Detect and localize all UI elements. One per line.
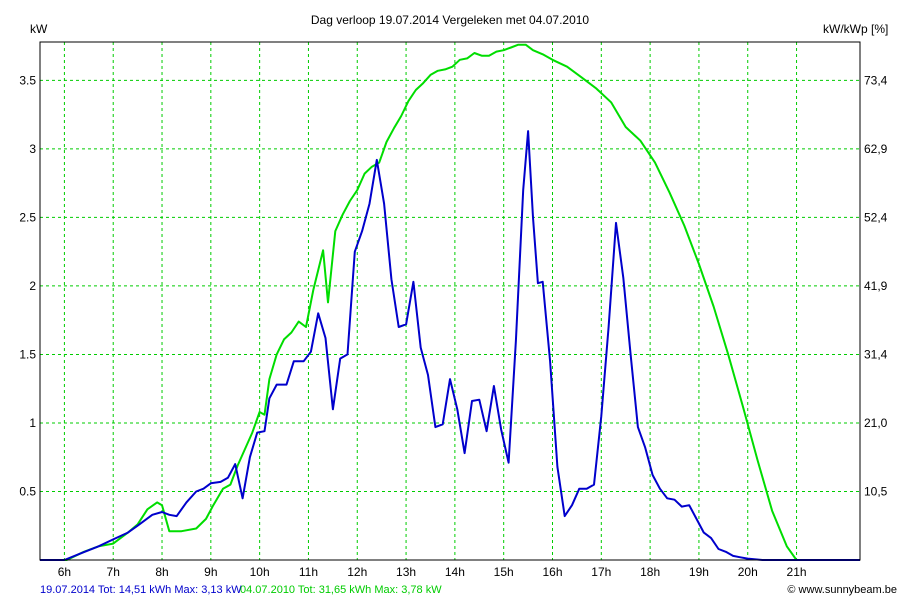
y-tick-label-right: 41,9 <box>864 279 888 293</box>
y-tick-label-left: 0.5 <box>19 484 36 498</box>
series-layer <box>40 43 860 561</box>
y-tick-label-right: 21,0 <box>864 416 888 430</box>
y-tick-label-left: 1.5 <box>19 347 36 361</box>
x-tick-label: 7h <box>107 565 120 579</box>
y-tick-label-right: 31,4 <box>864 347 888 361</box>
x-tick-label: 21h <box>787 565 807 579</box>
series-line-04-07-2010 <box>40 43 860 561</box>
x-tick-label: 17h <box>591 565 611 579</box>
x-tick-label: 18h <box>640 565 660 579</box>
x-tick-label: 10h <box>250 565 270 579</box>
y-tick-label-left: 1 <box>29 416 36 430</box>
y-tick-label-right: 73,4 <box>864 73 888 87</box>
x-tick-label: 19h <box>689 565 709 579</box>
y-tick-label-right: 52,4 <box>864 210 888 224</box>
x-tick-label: 11h <box>299 565 318 579</box>
y-tick-label-left: 3.5 <box>19 73 36 87</box>
plot-background <box>40 42 860 560</box>
footer-legend-series-1: 19.07.2014 Tot: 14,51 kWh Max: 3,13 kW <box>40 584 242 596</box>
x-tick-label: 9h <box>204 565 217 579</box>
y-tick-label-left: 2.5 <box>19 210 36 224</box>
x-tick-label: 6h <box>58 565 71 579</box>
x-tick-label: 12h <box>347 565 367 579</box>
chart-title: Dag verloop 19.07.2014 Vergeleken met 04… <box>311 13 590 27</box>
footer-credit: © www.sunnybeam.be <box>787 584 897 596</box>
grid-lines <box>40 42 860 560</box>
y-tick-label-right: 62,9 <box>864 142 888 156</box>
y-axis-left-label: kW <box>30 22 48 36</box>
y-tick-label-left: 3 <box>29 142 36 156</box>
x-tick-label: 16h <box>542 565 562 579</box>
y-tick-label-right: 10,5 <box>864 484 888 498</box>
x-tick-label: 20h <box>738 565 758 579</box>
axis-tick-labels: 6h 7h 8h 9h 10h 11h 12h 13h 14h 15h 16h 17h 18h 19h 20… <box>19 73 887 579</box>
x-tick-label: 15h <box>494 565 514 579</box>
x-tick-label: 14h <box>445 565 465 579</box>
footer-legend-series-2: 04.07.2010 Tot: 31,65 kWh Max: 3,78 kW <box>240 584 442 596</box>
y-tick-label-left: 2 <box>29 279 36 293</box>
x-tick-label: 13h <box>396 565 416 579</box>
y-axis-right-label: kW/kWp [%] <box>823 22 888 36</box>
series-line-19-07-2014 <box>40 130 860 561</box>
x-tick-label: 8h <box>155 565 168 579</box>
plot-frame <box>39 41 861 561</box>
